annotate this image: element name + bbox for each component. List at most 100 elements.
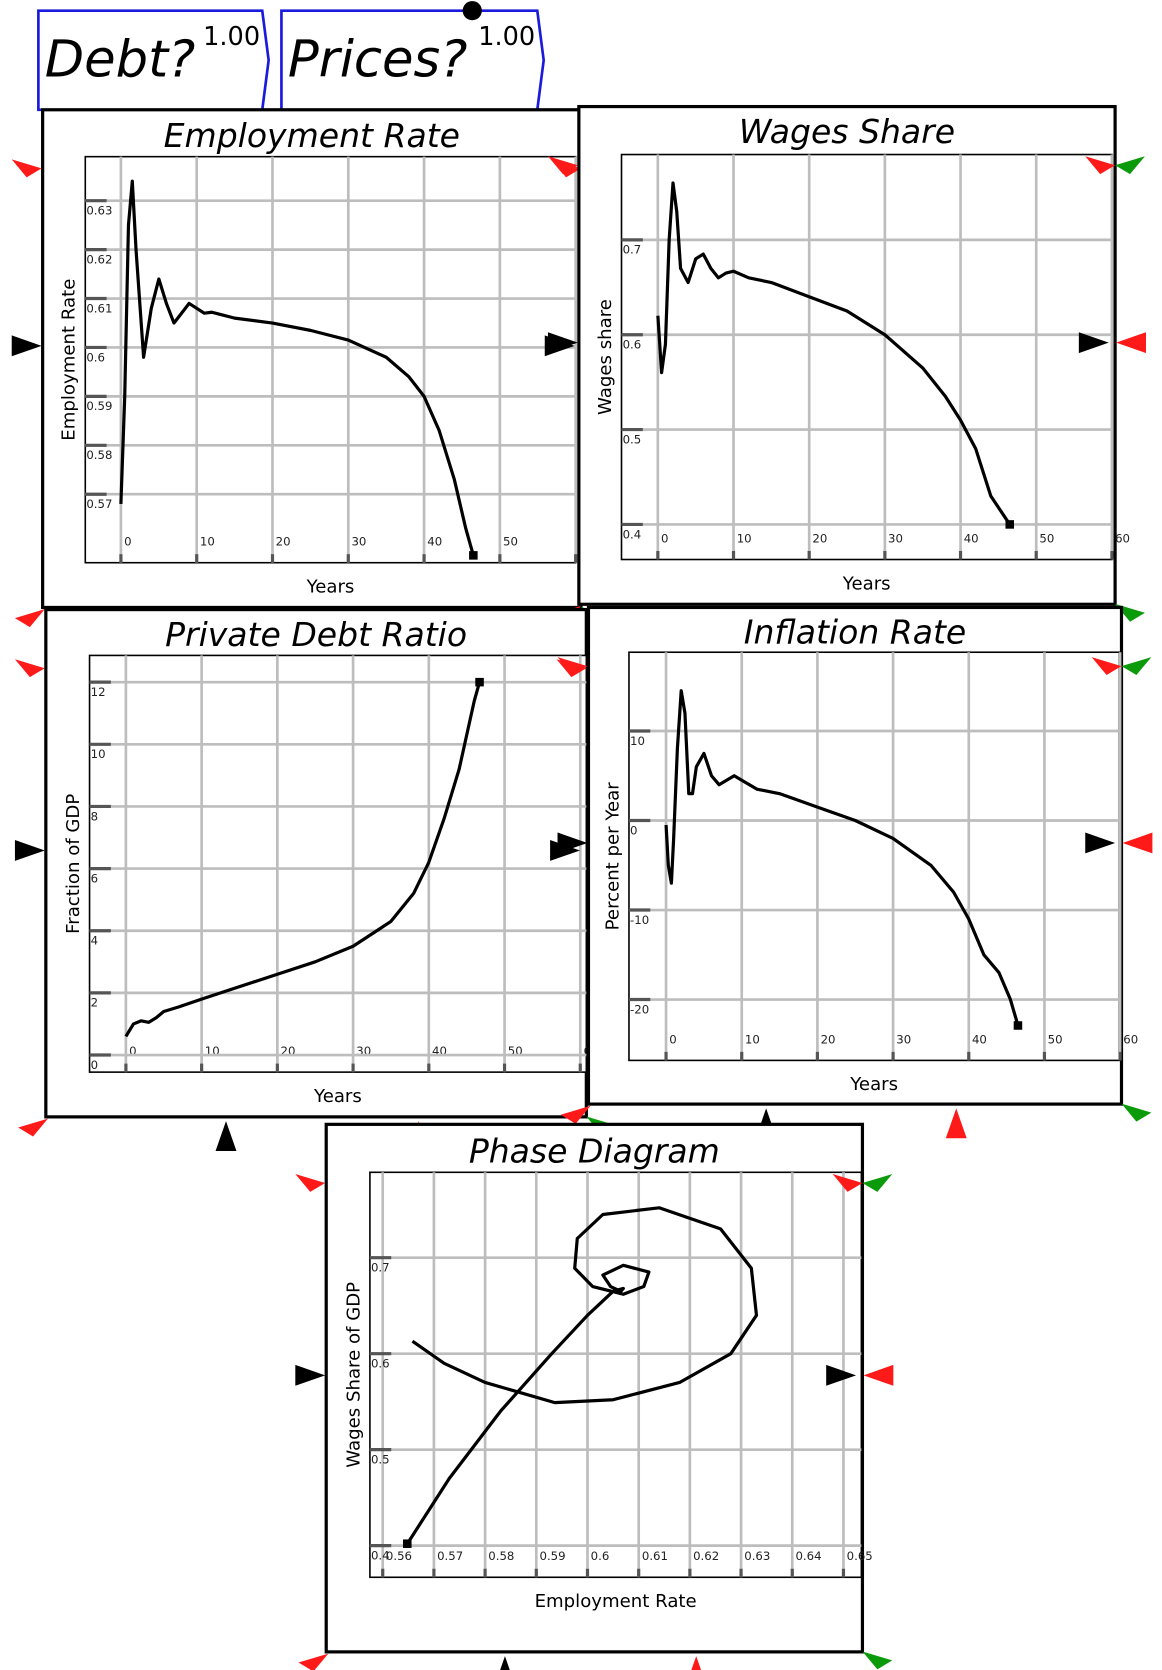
x-tick-label: 10 [745, 1032, 760, 1046]
y-tick-label: 12 [91, 685, 106, 699]
port-marker [826, 1364, 857, 1386]
port-marker [1085, 832, 1116, 854]
end-marker [475, 677, 484, 687]
port-marker [18, 1118, 48, 1137]
y-axis-label: Wages Share of GDP [343, 1282, 364, 1468]
widget-frame [37, 9, 270, 112]
port-marker [1116, 332, 1147, 354]
y-tick-label: 0.7 [623, 243, 642, 257]
x-tick-label: 0.57 [437, 1549, 463, 1563]
plot-area [628, 651, 1121, 1062]
y-tick-label: 0.62 [86, 252, 112, 266]
y-axis-label: Percent per Year [602, 782, 623, 931]
end-marker [1013, 1021, 1023, 1030]
chart-title: Phase Diagram [469, 1132, 720, 1171]
y-tick-label: 0.6 [623, 338, 642, 352]
data-line [664, 689, 1020, 1026]
end-marker [469, 551, 478, 560]
x-tick-label: 0 [124, 535, 131, 549]
data-line [119, 179, 475, 556]
y-tick-label: 10 [91, 747, 106, 761]
port-marker [295, 1174, 326, 1192]
y-tick-label: 0.5 [623, 432, 642, 446]
port-marker [11, 335, 42, 357]
data-line [405, 1206, 759, 1545]
widget-frame [280, 9, 546, 112]
x-tick-label: 30 [896, 1032, 911, 1046]
plot-widget[interactable]: 0.56 0.57 0.58 0.59 0.6 0.61 0.62 0.63 0.64 0.65 0… [295, 1122, 894, 1670]
port-marker [945, 1108, 967, 1139]
widget-value: 1.00 [203, 22, 260, 52]
x-tick-label: 20 [821, 1032, 836, 1046]
x-tick-label: 0.62 [693, 1549, 719, 1563]
y-tick-label: 0.63 [86, 204, 112, 218]
x-tick-label: 60 [1123, 1032, 1138, 1046]
x-tick-label: 0.56 [386, 1549, 412, 1563]
switch-widget[interactable]: Debt? 1.00 [37, 9, 270, 112]
x-tick-label: 60 [1115, 531, 1130, 545]
y-tick-label: 6 [91, 871, 98, 885]
widget-label: Debt? [45, 31, 196, 90]
data-line [124, 681, 482, 1038]
x-tick-label: 50 [1048, 1032, 1063, 1046]
x-tick-label: 0 [669, 1032, 676, 1046]
x-tick-label: 40 [964, 531, 979, 545]
y-tick-label: 0.59 [86, 399, 112, 413]
widget-value: 1.00 [478, 22, 535, 52]
x-tick-label: 30 [351, 535, 366, 549]
x-axis-label: Years [849, 1074, 898, 1095]
y-tick-label: 0.58 [86, 448, 112, 462]
port-marker [14, 840, 45, 861]
port-marker [862, 1174, 893, 1192]
plot-widget[interactable]: 0 10 20 30 40 50 60 0.4 0.5 0.6 0.7 Wages Share Year… [547, 104, 1147, 639]
plot-area [88, 654, 588, 1073]
port-marker [1121, 657, 1152, 676]
x-tick-label: 0 [129, 1044, 136, 1058]
x-tick-label: 40 [427, 535, 442, 549]
y-axis-label: Wages share [595, 299, 616, 415]
x-tick-label: 0.63 [744, 1549, 770, 1563]
y-tick-label: 10 [630, 734, 645, 748]
port-marker [215, 1121, 237, 1151]
port-marker [1078, 332, 1109, 354]
plot-area [84, 155, 577, 564]
switch-widget[interactable]: Prices? 1.00 [280, 9, 546, 112]
y-tick-label: -20 [630, 1002, 649, 1016]
end-marker [403, 1539, 412, 1548]
x-tick-label: 50 [1039, 531, 1054, 545]
y-tick-label: 0.57 [86, 497, 112, 511]
x-tick-label: 0.6 [591, 1549, 610, 1563]
port-marker [832, 1174, 863, 1192]
x-axis-label: Years [306, 577, 355, 598]
plot-widget[interactable]: 01020304050600.570.580.590.60.610.620.63… [11, 108, 612, 642]
y-tick-label: 0.5 [371, 1453, 390, 1467]
y-tick-label: 0.4 [371, 1548, 390, 1562]
y-axis-label: Fraction of GDP [63, 794, 84, 934]
plot-widget[interactable]: 0102030405060024681012Private Debt Ratio… [14, 607, 618, 1151]
x-tick-label: 0.61 [642, 1549, 668, 1563]
y-tick-label: -10 [630, 913, 649, 927]
x-tick-label: 30 [888, 531, 903, 545]
y-tick-label: 0.6 [86, 350, 105, 364]
y-axis-label: Employment Rate [59, 279, 80, 441]
y-tick-label: 0.4 [623, 527, 642, 541]
x-tick-label: 10 [737, 531, 752, 545]
chart-title: Wages Share [739, 112, 955, 151]
port-marker [691, 1656, 702, 1670]
plot-widget[interactable]: 0 10 20 30 40 50 60 -20 -10 0 10 Inflation Rate Year… [557, 605, 1153, 1139]
x-tick-label: 0 [661, 531, 668, 545]
port-marker [1115, 156, 1145, 175]
x-tick-label: 20 [812, 531, 827, 545]
x-axis-label: Employment Rate [535, 1591, 697, 1612]
port-marker [500, 1656, 510, 1670]
chart-title: Inflation Rate [744, 613, 967, 652]
x-tick-label: 10 [200, 535, 215, 549]
chart-title: Employment Rate [164, 116, 460, 155]
plot-area [369, 1171, 863, 1579]
plot-area [620, 153, 1113, 561]
port-marker [547, 156, 578, 175]
x-axis-label: Years [313, 1086, 362, 1107]
y-tick-label: 4 [91, 934, 98, 948]
x-tick-label: 0.64 [795, 1549, 821, 1563]
